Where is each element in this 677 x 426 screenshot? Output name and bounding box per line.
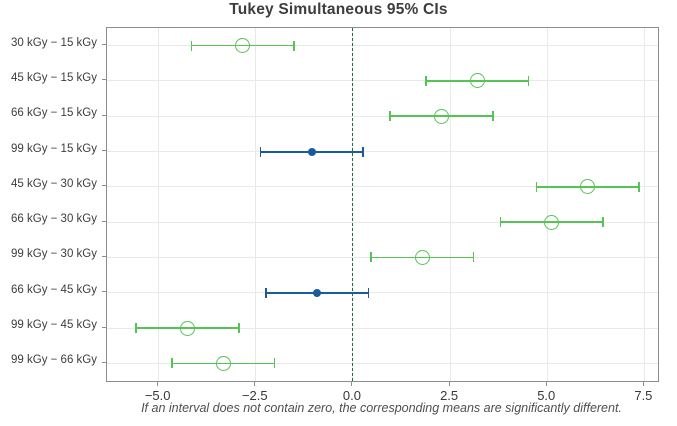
y-axis-label: 99 kGy − 45 kGy	[11, 319, 97, 332]
gridline-horizontal	[107, 151, 658, 153]
footnote: If an interval does not contain zero, th…	[141, 401, 622, 415]
gridline-horizontal	[107, 115, 658, 117]
gridline-vertical	[449, 28, 451, 381]
y-axis-tick	[102, 220, 106, 222]
x-axis-label: −5.0	[144, 388, 171, 403]
x-axis-tick	[157, 382, 159, 386]
gridline-horizontal	[107, 221, 658, 223]
y-axis-label: 99 kGy − 66 kGy	[11, 354, 97, 367]
y-axis-tick	[102, 79, 106, 81]
gridline-vertical	[255, 28, 257, 381]
x-axis-tick	[351, 382, 353, 386]
gridline-horizontal	[107, 362, 658, 364]
y-axis-tick	[102, 326, 106, 328]
chart-title: Tukey Simultaneous 95% CIs	[229, 1, 448, 18]
x-axis-tick	[642, 382, 644, 386]
gridline-vertical	[643, 28, 645, 381]
gridline-horizontal	[107, 80, 658, 82]
y-axis-label: 45 kGy − 15 kGy	[11, 71, 97, 84]
x-axis-label: 5.0	[537, 388, 556, 403]
gridline-horizontal	[107, 256, 658, 258]
x-axis-label: 7.5	[634, 388, 653, 403]
x-axis-label: −2.5	[241, 388, 268, 403]
gridline-vertical	[158, 28, 160, 381]
y-axis-label: 99 kGy − 30 kGy	[11, 248, 97, 261]
y-axis-label: 99 kGy − 15 kGy	[11, 142, 97, 155]
x-axis-label: 2.5	[440, 388, 459, 403]
y-axis-tick	[102, 150, 106, 152]
x-axis-tick	[254, 382, 256, 386]
x-axis-label: 0.0	[342, 388, 361, 403]
x-axis-tick	[448, 382, 450, 386]
y-axis-tick	[102, 114, 106, 116]
y-axis-label: 66 kGy − 45 kGy	[11, 283, 97, 296]
y-axis-tick	[102, 361, 106, 363]
gridline-horizontal	[107, 45, 658, 47]
y-axis-tick	[102, 291, 106, 293]
gridline-horizontal	[107, 292, 658, 294]
y-axis-tick	[102, 44, 106, 46]
gridline-vertical	[546, 28, 548, 381]
y-axis-label: 30 kGy − 15 kGy	[11, 36, 97, 49]
y-axis-label: 45 kGy − 30 kGy	[11, 177, 97, 190]
y-axis-label: 66 kGy − 15 kGy	[11, 107, 97, 120]
y-axis-label: 66 kGy − 30 kGy	[11, 213, 97, 226]
gridline-horizontal	[107, 186, 658, 188]
y-axis-tick	[102, 255, 106, 257]
y-axis-tick	[102, 185, 106, 187]
x-axis-tick	[545, 382, 547, 386]
zero-reference-line	[352, 28, 354, 381]
gridline-horizontal	[107, 327, 658, 329]
plot-area	[106, 27, 659, 382]
